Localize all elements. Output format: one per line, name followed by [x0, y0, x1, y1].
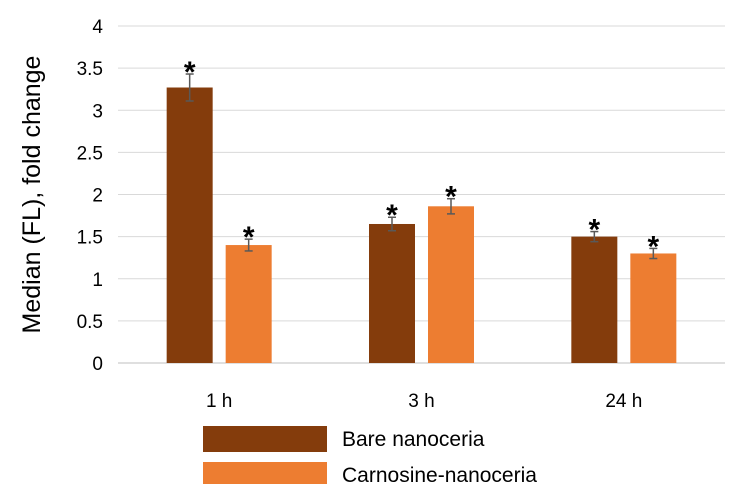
y-tick-label: 0 [92, 354, 103, 375]
y-tick-label: 1 [92, 270, 103, 291]
significance-star: * [184, 56, 196, 89]
bar-carnosine-1 [428, 206, 474, 363]
bar-carnosine-2 [630, 253, 677, 363]
significance-star: * [386, 199, 398, 232]
x-tick-label: 3 h [408, 391, 434, 412]
legend-swatch-0 [203, 426, 327, 452]
y-tick-label: 1.5 [77, 228, 103, 249]
x-tick-label: 24 h [605, 391, 642, 412]
legend: Bare nanoceria Carnosine-nanoceria [203, 426, 537, 484]
significance-star: * [445, 181, 457, 214]
y-tick-label: 3.5 [77, 59, 103, 80]
y-tick-label: 4 [92, 17, 103, 38]
significance-star: * [588, 214, 600, 247]
y-tick-label: 0.5 [77, 312, 103, 333]
significance-star: * [647, 230, 659, 263]
legend-label-0: Bare nanoceria [342, 428, 485, 451]
x-tick-label: 1 h [206, 391, 232, 412]
bars [166, 87, 677, 363]
bar-bare-2 [571, 236, 618, 363]
y-tick-labels: 0 0.5 1 1.5 2 2.5 3 3.5 4 [77, 17, 104, 375]
significance-markers: * * * * * * [184, 56, 660, 263]
bar-bare-0 [166, 87, 213, 363]
y-axis-label: Median (FL), fold change [18, 56, 46, 334]
x-tick-labels: 1 h 3 h 24 h [206, 391, 642, 412]
y-tick-label: 3 [92, 101, 103, 122]
gridlines [118, 25, 725, 364]
y-tick-label: 2 [92, 186, 103, 207]
error-bars [185, 73, 658, 260]
significance-star: * [243, 221, 255, 254]
bar-carnosine-0 [225, 245, 272, 363]
legend-label-1: Carnosine-nanoceria [342, 464, 537, 484]
y-tick-label: 2.5 [77, 143, 103, 164]
legend-swatch-1 [203, 462, 327, 484]
bar-bare-1 [369, 223, 415, 363]
